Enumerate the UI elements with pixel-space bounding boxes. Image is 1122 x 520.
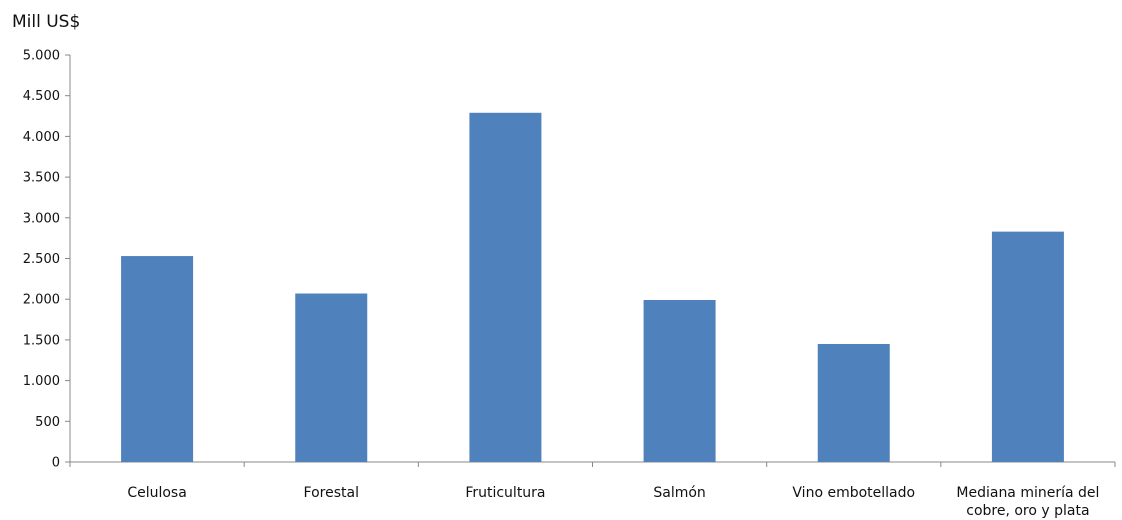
y-axis-unit-label: Mill US$ xyxy=(12,12,81,32)
y-tick-label: 2.500 xyxy=(23,252,60,267)
y-tick-label: 2.000 xyxy=(23,293,60,308)
x-tick-label: Vino embotellado xyxy=(792,485,915,501)
y-tick-label: 1.000 xyxy=(23,374,60,389)
bar xyxy=(991,231,1064,462)
bar xyxy=(469,112,542,462)
y-tick-label: 5.000 xyxy=(23,49,60,64)
x-tick-label: Forestal xyxy=(304,485,359,501)
x-tick-label: Fruticultura xyxy=(465,485,545,501)
y-tick-label: 3.500 xyxy=(23,171,60,186)
x-tick-label: Mediana minería del cobre, oro y plata xyxy=(956,485,1099,519)
x-tick-label: Salmón xyxy=(653,485,705,501)
y-tick-label: 1.500 xyxy=(23,333,60,348)
y-tick-label: 3.000 xyxy=(23,211,60,226)
y-tick-label: 4.500 xyxy=(23,89,60,104)
bar xyxy=(817,343,890,462)
bar xyxy=(295,293,368,462)
bar xyxy=(643,300,716,462)
bar xyxy=(121,256,194,462)
x-tick-labels: Celulosa Forestal Fruticultura Salmón Vino e… xyxy=(127,485,1099,519)
bars xyxy=(121,112,1064,462)
x-axis xyxy=(69,461,1116,467)
y-tick-label: 4.000 xyxy=(23,130,60,145)
y-axis: 0 500 1.000 1.500 2.000 2.500 3.000 3.500 4.000 4… xyxy=(23,49,71,471)
y-tick-label: 500 xyxy=(35,415,60,430)
x-tick-label: Celulosa xyxy=(127,485,186,501)
y-tick-label: 0 xyxy=(52,456,60,471)
